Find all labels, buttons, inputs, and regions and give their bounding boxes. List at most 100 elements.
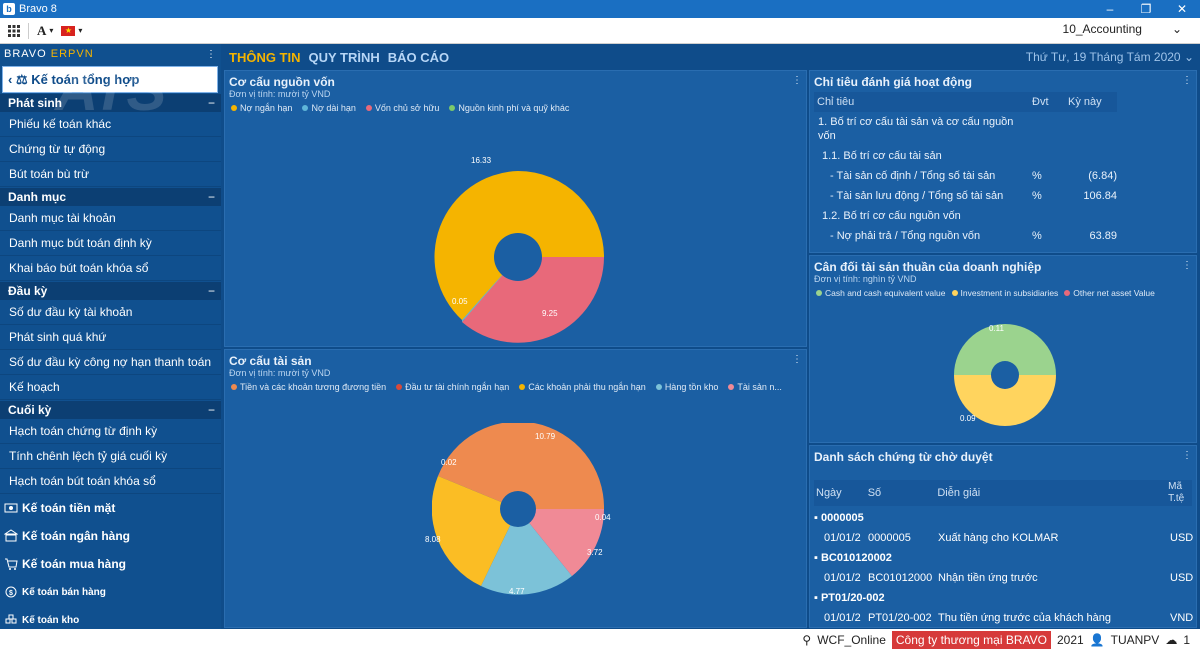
- data-label: 10.79: [535, 432, 556, 441]
- legend-item[interactable]: Nợ dài hạn: [302, 103, 356, 113]
- module-cash[interactable]: Kế toán tiền mặt: [0, 494, 221, 522]
- table-row[interactable]: 1.1. Bố trí cơ cấu tài sản: [822, 150, 942, 162]
- menu-item[interactable]: Bút toán bù trừ: [0, 162, 221, 187]
- donut-hole: [500, 491, 536, 527]
- data-label: 0.02: [441, 458, 457, 467]
- group-danh-muc[interactable]: Danh mục −: [0, 188, 221, 206]
- table-row[interactable]: - Tài sản cố định / Tổng số tài sản% (6.8…: [830, 170, 1117, 182]
- panel-title: Chỉ tiêu đánh giá hoạt động: [814, 75, 972, 89]
- menu-item[interactable]: Kế hoạch: [0, 375, 221, 400]
- menu-item[interactable]: Khai báo bút toán khóa sổ: [0, 256, 221, 281]
- tab-thong-tin[interactable]: THÔNG TIN: [229, 49, 301, 65]
- menu-item[interactable]: Danh mục tài khoản: [0, 206, 221, 231]
- chart-legend: Cash and cash equivalent value Investmen…: [810, 284, 1196, 302]
- warehouse-icon: [5, 614, 17, 624]
- font-size-button[interactable]: A ▾: [37, 22, 54, 38]
- kpi-table: Chỉ tiêu Đvt Kỳ này 1. Bố trí cơ cấu tài…: [814, 92, 1117, 246]
- column-header[interactable]: Chỉ tiêu: [814, 92, 1029, 112]
- menu-item[interactable]: Phát sinh quá khứ: [0, 325, 221, 350]
- fiscal-year[interactable]: 2021: [1056, 633, 1084, 647]
- brand-logo: BRAVO ERPVN ⋮: [4, 48, 217, 60]
- group-row[interactable]: ▪ BC010120002: [814, 552, 892, 564]
- grid-menu-icon[interactable]: [8, 24, 20, 37]
- data-label: 0.05: [452, 297, 468, 306]
- table-row[interactable]: - Tài sản lưu động / Tổng số tài sản% 106…: [830, 190, 1117, 202]
- menu-item[interactable]: Chứng từ tự động: [0, 137, 221, 162]
- cash-icon: [4, 503, 18, 513]
- minimize-icon[interactable]: –: [1106, 2, 1114, 16]
- asset-structure-panel: Cơ cấu tài sản Đơn vị tính: mười tỷ VND …: [224, 349, 807, 628]
- menu-item[interactable]: Số dư đầu kỳ công nợ hạn thanh toán: [0, 350, 221, 375]
- tab-quy-trinh[interactable]: QUY TRÌNH: [308, 49, 380, 65]
- slice-equity: [462, 257, 604, 343]
- panel-menu-icon[interactable]: ⋮: [1182, 450, 1192, 461]
- window-title: Bravo 8: [19, 3, 57, 15]
- menu-item[interactable]: Số dư đầu kỳ tài khoản: [0, 300, 221, 325]
- table-row[interactable]: 01/01/2 BC01012000 Nhận tiền ứng trước U…: [824, 572, 1194, 584]
- group-dau-ky[interactable]: Đầu kỳ −: [0, 282, 221, 300]
- column-header[interactable]: Ngày: [816, 487, 842, 499]
- panel-menu-icon[interactable]: ⋮: [792, 75, 802, 86]
- svg-text:$: $: [9, 590, 13, 597]
- menu-item[interactable]: Hạch toán chứng từ định kỳ: [0, 419, 221, 444]
- user-name[interactable]: TUANPV: [1110, 633, 1160, 647]
- legend-item[interactable]: Tiền và các khoản tương đương tiền: [231, 382, 386, 392]
- slice-investment: [954, 375, 1056, 426]
- legend-item[interactable]: Vốn chủ sở hữu: [365, 103, 439, 113]
- table-row[interactable]: 1.2. Bố trí cơ cấu nguồn vốn: [822, 210, 961, 222]
- donut-hole: [991, 361, 1019, 389]
- language-button[interactable]: ★ ▾: [61, 25, 82, 36]
- database-selector[interactable]: 10_Accounting ⌄: [1063, 22, 1182, 36]
- legend-item[interactable]: Tài sản n...: [728, 382, 782, 392]
- kpi-panel: Chỉ tiêu đánh giá hoạt động ⋮ Chỉ tiêu Đ…: [809, 70, 1197, 253]
- legend-item[interactable]: Cash and cash equivalent value: [816, 288, 946, 298]
- font-icon: A: [37, 22, 47, 38]
- column-header[interactable]: Số: [867, 487, 882, 499]
- notification-icon[interactable]: ☁: [1165, 633, 1178, 647]
- legend-item[interactable]: Nguồn kinh phí và quỹ khác: [449, 103, 569, 113]
- data-label: 8.08: [425, 535, 441, 544]
- group-phat-sinh[interactable]: Phát sinh −: [0, 94, 221, 112]
- panel-title: Cơ cấu nguồn vốn: [229, 75, 335, 89]
- legend-item[interactable]: Các khoản phải thu ngắn hạn: [519, 382, 646, 392]
- column-header[interactable]: Kỳ này: [1065, 92, 1117, 112]
- column-header[interactable]: Đvt: [1029, 92, 1065, 112]
- panel-menu-icon[interactable]: ⋮: [1182, 75, 1192, 86]
- legend-item[interactable]: Other net asset Value: [1064, 288, 1155, 298]
- column-header[interactable]: Mã T.tệ: [1168, 481, 1185, 504]
- menu-item[interactable]: Tính chênh lệch tỷ giá cuối kỳ: [0, 444, 221, 469]
- data-label: 0.09: [960, 414, 976, 423]
- legend-item[interactable]: Nợ ngắn hạn: [231, 103, 292, 113]
- module-purchase[interactable]: Kế toán mua hàng: [0, 550, 221, 578]
- legend-item[interactable]: Investment in subsidiaries: [951, 288, 1058, 298]
- table-row[interactable]: 01/01/2 0000005 Xuất hàng cho KOLMAR USD: [824, 532, 1194, 544]
- date-display[interactable]: Thứ Tư, 19 Tháng Tám 2020 ⌄: [1025, 50, 1194, 64]
- active-module[interactable]: ‹ ⚖ Kế toán tổng hợp: [2, 66, 218, 93]
- menu-item[interactable]: Phiếu kế toán khác: [0, 112, 221, 137]
- data-label: 0.04: [595, 513, 611, 522]
- company-badge[interactable]: Công ty thương mại BRAVO: [891, 631, 1051, 649]
- panel-menu-icon[interactable]: ⋮: [792, 354, 802, 365]
- data-label: 4.77: [509, 587, 525, 596]
- data-label: 16.33: [471, 156, 492, 165]
- restore-icon[interactable]: ❐: [1140, 2, 1152, 16]
- tab-bao-cao[interactable]: BÁO CÁO: [387, 49, 450, 65]
- module-bank[interactable]: Kế toán ngân hàng: [0, 522, 221, 550]
- column-header[interactable]: Diễn giải: [937, 487, 981, 499]
- module-sales[interactable]: $ Kế toán bán hàng: [0, 578, 221, 606]
- table-row[interactable]: 1. Bố trí cơ cấu tài sản và cơ cấu nguồn…: [818, 116, 1014, 142]
- table-row[interactable]: 01/01/2 PT01/20-002 Thu tiền ứng trước c…: [824, 612, 1194, 624]
- sidebar-menu-icon[interactable]: ⋮: [206, 48, 217, 60]
- panel-menu-icon[interactable]: ⋮: [1182, 260, 1192, 271]
- menu-item[interactable]: Danh mục bút toán định kỳ: [0, 231, 221, 256]
- menu-item[interactable]: Hạch toán bút toán khóa sổ: [0, 469, 221, 494]
- close-icon[interactable]: ✕: [1176, 2, 1188, 16]
- legend-item[interactable]: Hàng tồn kho: [655, 382, 718, 392]
- group-cuoi-ky[interactable]: Cuối kỳ −: [0, 401, 221, 419]
- table-row[interactable]: - Nợ phải trả / Tổng nguồn vốn% 63.89: [830, 230, 1117, 242]
- group-row[interactable]: ▪ 0000005: [814, 512, 864, 524]
- group-row[interactable]: ▪ PT01/20-002: [814, 592, 885, 604]
- legend-item[interactable]: Đầu tư tài chính ngắn hạn: [396, 382, 509, 392]
- collapse-icon: −: [207, 96, 215, 110]
- module-warehouse[interactable]: Kế toán kho: [0, 606, 221, 629]
